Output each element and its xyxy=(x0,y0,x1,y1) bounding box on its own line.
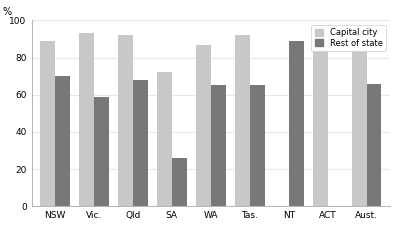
Bar xyxy=(211,85,225,206)
Bar xyxy=(157,72,172,206)
Bar xyxy=(40,41,55,206)
Bar xyxy=(289,41,304,206)
Bar xyxy=(367,84,382,206)
Bar xyxy=(250,85,264,206)
Bar xyxy=(55,76,70,206)
Bar xyxy=(79,33,94,206)
Bar xyxy=(313,33,328,206)
Bar xyxy=(133,80,148,206)
Legend: Capital city, Rest of state: Capital city, Rest of state xyxy=(311,25,386,51)
Bar xyxy=(352,41,367,206)
Text: %: % xyxy=(3,7,12,17)
Bar xyxy=(196,44,211,206)
Bar xyxy=(235,35,250,206)
Bar xyxy=(94,97,109,206)
Bar xyxy=(118,35,133,206)
Bar xyxy=(172,158,187,206)
